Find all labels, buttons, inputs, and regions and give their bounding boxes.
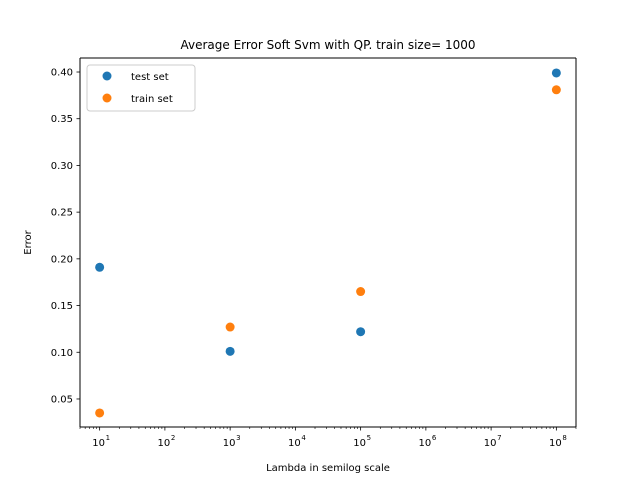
y-axis-ticks: 0.05 0.10 0.15 0.20 0.25 0.30 0.35 0.40 <box>51 68 80 405</box>
x-tick-label: 10 7 <box>484 434 502 449</box>
x-tick-label: 10 2 <box>158 434 176 449</box>
x-tick-label-exponent: 7 <box>497 434 501 442</box>
x-tick-label: 10 5 <box>353 434 371 449</box>
x-tick-label-base: 10 <box>484 438 497 449</box>
legend: test set train set <box>86 64 196 112</box>
legend-marker-test-set <box>102 71 112 81</box>
x-tick-label: 10 8 <box>549 434 567 449</box>
x-tick-label-exponent: 3 <box>236 434 240 442</box>
x-tick-label-exponent: 1 <box>106 434 110 442</box>
y-tick-label: 0.40 <box>51 68 73 79</box>
legend-label-test-set: test set <box>131 72 169 83</box>
x-tick-label-base: 10 <box>288 438 301 449</box>
x-tick-label-base: 10 <box>92 438 105 449</box>
x-axis-ticks: 10 1 10 2 10 3 10 4 10 5 10 6 10 7 10 8 <box>79 427 577 449</box>
point-test-set <box>95 262 105 272</box>
plot-frame <box>79 57 577 428</box>
x-tick-label: 10 6 <box>419 434 437 449</box>
y-tick-label: 0.20 <box>51 254 73 265</box>
legend-marker-train-set <box>102 93 112 103</box>
legend-box <box>86 64 196 112</box>
point-test-set <box>551 68 561 78</box>
y-tick-label: 0.35 <box>51 114 73 125</box>
y-tick-label: 0.15 <box>51 301 73 312</box>
x-tick-label-exponent: 4 <box>301 434 306 442</box>
x-tick-label-base: 10 <box>223 438 236 449</box>
point-train-set <box>356 287 366 297</box>
x-tick-label-exponent: 5 <box>367 434 371 442</box>
x-tick-label: 10 1 <box>92 434 110 449</box>
chart-title: Average Error Soft Svm with QP. train si… <box>180 38 475 52</box>
x-tick-label-base: 10 <box>158 438 171 449</box>
x-axis-label: Lambda in semilog scale <box>266 463 390 474</box>
y-axis-label: Error <box>23 229 34 254</box>
y-tick-label: 0.25 <box>51 208 73 219</box>
x-tick-label-exponent: 6 <box>432 434 437 442</box>
x-tick-label-exponent: 2 <box>171 434 175 442</box>
data-markers <box>95 68 561 418</box>
x-tick-label-base: 10 <box>419 438 432 449</box>
plot-area <box>80 58 576 427</box>
point-train-set <box>551 85 561 95</box>
x-tick-label-base: 10 <box>353 438 366 449</box>
point-train-set <box>95 408 105 418</box>
y-tick-label: 0.10 <box>51 348 73 359</box>
x-tick-label: 10 3 <box>223 434 241 449</box>
y-tick-label: 0.05 <box>51 394 73 405</box>
x-tick-label: 10 4 <box>288 434 306 449</box>
legend-label-train-set: train set <box>131 94 173 105</box>
point-test-set <box>225 346 235 356</box>
y-tick-label: 0.30 <box>51 161 73 172</box>
x-tick-label-base: 10 <box>549 438 562 449</box>
point-train-set <box>225 322 235 332</box>
point-test-set <box>356 327 366 337</box>
x-tick-label-exponent: 8 <box>562 434 566 442</box>
